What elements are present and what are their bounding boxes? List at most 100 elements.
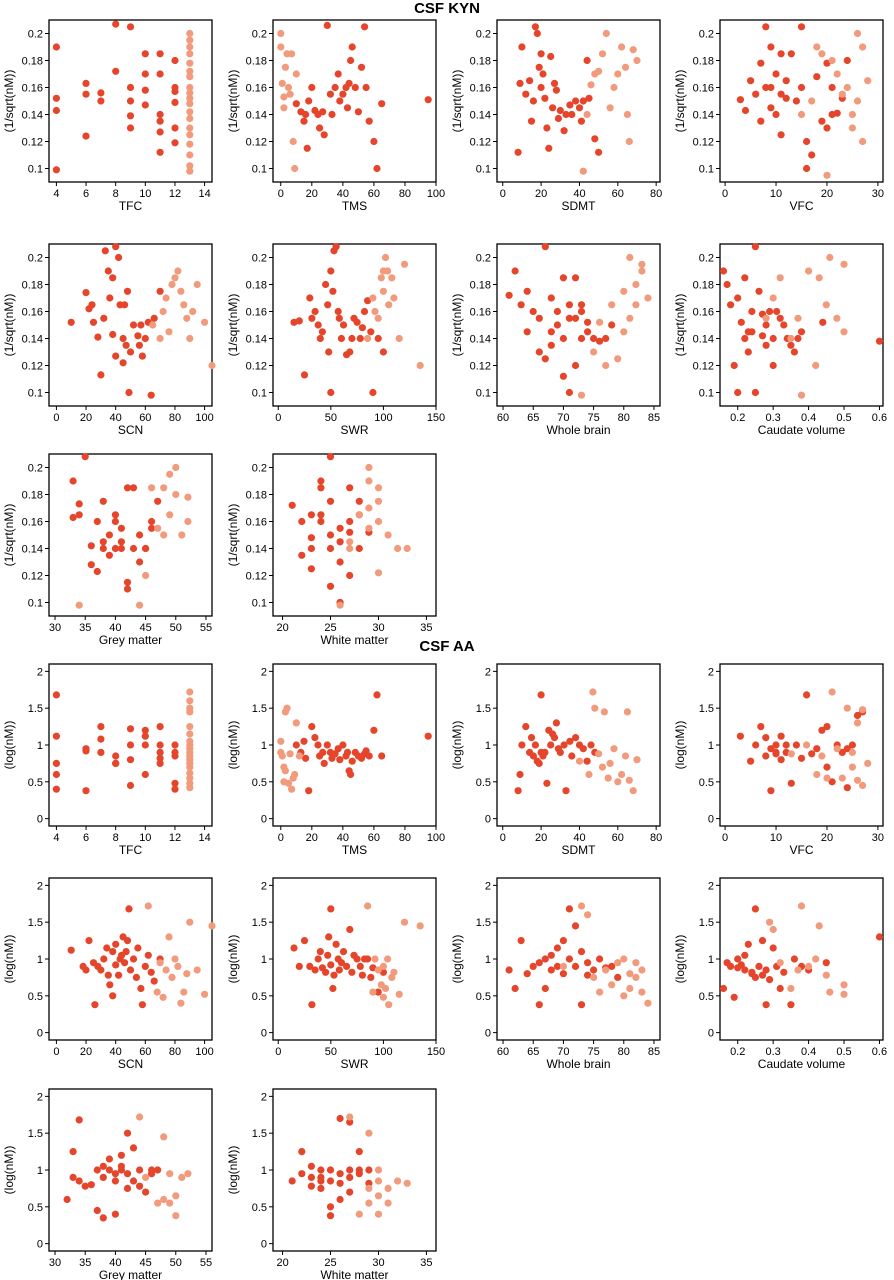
scatter-panel: 0 50 100 150 0.1 0.12 0.14 0.16 0.18 0.2 SWR (1/sqr… <box>226 243 445 437</box>
data-point <box>348 43 356 51</box>
data-point <box>577 391 586 399</box>
data-point <box>300 371 309 379</box>
data-point <box>186 124 194 132</box>
data-point <box>99 544 107 553</box>
section-title-kyn: CSF KYN <box>414 0 480 17</box>
data-point <box>374 966 382 974</box>
data-point <box>82 787 90 795</box>
x-tick-label: 10 <box>770 832 782 844</box>
x-tick-label: 70 <box>557 412 569 424</box>
data-point <box>156 754 164 762</box>
data-point <box>288 785 296 793</box>
data-point <box>374 334 382 343</box>
data-point <box>364 902 372 910</box>
data-point <box>777 756 785 764</box>
y-tick-label: 0.12 <box>22 137 43 149</box>
data-point <box>156 117 164 125</box>
data-point <box>853 29 862 38</box>
data-point <box>160 484 168 492</box>
data-point <box>122 948 130 956</box>
y-tick-label: 0.1 <box>699 388 714 400</box>
data-point <box>52 106 61 115</box>
data-point <box>828 688 836 696</box>
x-tick-label: 25 <box>324 1257 336 1269</box>
x-tick-label: 35 <box>420 622 432 634</box>
data-point <box>767 787 775 795</box>
data-point <box>755 962 763 971</box>
x-tick-label: 0 <box>275 412 281 424</box>
data-point <box>826 988 834 996</box>
y-tick-label: 0.18 <box>246 490 267 502</box>
data-point <box>308 314 316 322</box>
data-point <box>112 243 120 251</box>
data-point <box>848 763 857 771</box>
data-point <box>149 321 157 329</box>
data-point <box>186 100 194 108</box>
data-point <box>358 324 366 332</box>
data-point <box>75 511 83 519</box>
data-point <box>556 748 564 757</box>
data-point <box>805 267 813 275</box>
data-point <box>755 287 763 295</box>
data-point <box>156 70 164 78</box>
data-point <box>178 1173 186 1181</box>
data-point <box>826 253 834 262</box>
data-point <box>186 36 194 44</box>
data-point <box>147 391 155 399</box>
data-point <box>848 741 857 749</box>
data-point <box>360 307 369 316</box>
y-tick-label: 0.16 <box>246 83 267 95</box>
y-tick-label: 0.12 <box>693 361 714 373</box>
data-point <box>547 52 555 61</box>
data-point <box>766 307 774 316</box>
data-point <box>805 962 813 971</box>
y-tick-label: 0.2 <box>28 463 43 475</box>
data-point <box>813 770 821 779</box>
data-point <box>117 538 125 546</box>
y-tick-label: 0.14 <box>246 334 267 346</box>
data-point <box>329 984 337 993</box>
data-point <box>134 944 142 952</box>
data-point <box>327 905 335 913</box>
data-point <box>177 287 185 295</box>
data-point <box>390 968 398 976</box>
data-point <box>529 752 538 760</box>
data-point <box>596 337 604 345</box>
data-point <box>379 348 387 356</box>
data-point <box>69 513 77 522</box>
data-point <box>610 83 618 92</box>
data-point <box>319 108 327 116</box>
x-tick-label: 100 <box>195 1046 213 1058</box>
data-point <box>156 959 164 967</box>
data-point <box>82 966 90 974</box>
data-point <box>833 745 841 753</box>
plot-frame <box>719 663 884 827</box>
data-point <box>730 993 738 1001</box>
x-tick-label: 0.5 <box>836 1046 851 1058</box>
data-point <box>633 756 641 764</box>
plot-frame <box>48 453 213 617</box>
data-point <box>547 328 555 336</box>
data-point <box>326 90 334 98</box>
y-tick-label: 0.12 <box>246 361 267 373</box>
data-point <box>281 63 289 71</box>
data-point <box>298 517 306 526</box>
data-point <box>141 70 149 78</box>
scatter-panel: 0 10 20 30 0 0.5 1 1.5 2 VFC (log(nM)) <box>673 663 884 857</box>
data-point <box>172 1192 180 1200</box>
data-point <box>579 97 587 105</box>
data-point <box>364 334 372 343</box>
data-point <box>384 955 392 963</box>
data-point <box>154 497 162 505</box>
data-point <box>317 511 325 519</box>
data-point <box>103 944 111 952</box>
x-axis-label: SCN <box>118 1057 143 1071</box>
data-point <box>305 97 313 105</box>
scatter-panel: 0 10 20 30 0.1 0.12 0.14 0.16 0.18 0.2 VFC (1/sqrt(… <box>673 19 884 213</box>
data-point <box>316 334 324 343</box>
data-point <box>144 951 152 959</box>
y-axis-label: (1/sqrt(nM)) <box>673 294 687 357</box>
x-tick-label: 60 <box>139 1046 151 1058</box>
data-point <box>168 280 176 289</box>
data-point <box>535 1001 543 1009</box>
